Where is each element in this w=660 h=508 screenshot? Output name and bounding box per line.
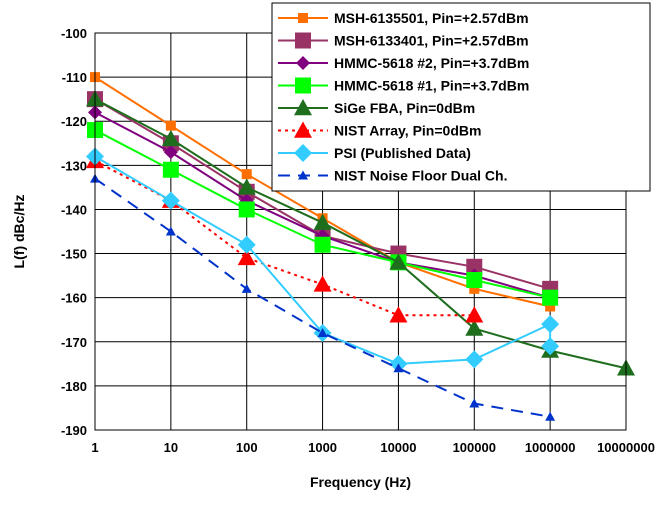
legend-label: PSI (Published Data) bbox=[334, 145, 471, 161]
data-point bbox=[237, 235, 256, 254]
legend-swatch-marker bbox=[298, 13, 308, 23]
data-point bbox=[317, 327, 328, 337]
data-point bbox=[541, 315, 560, 334]
y-tick-label: -120 bbox=[61, 114, 87, 129]
x-tick-label: 10000 bbox=[380, 440, 416, 455]
data-point bbox=[393, 363, 404, 373]
legend-label: NIST Array, Pin=0dBm bbox=[334, 123, 481, 139]
x-tick-label: 10000000 bbox=[597, 440, 655, 455]
data-point bbox=[469, 283, 480, 294]
data-point bbox=[162, 161, 179, 178]
y-tick-label: -180 bbox=[61, 379, 87, 394]
data-point bbox=[241, 169, 252, 180]
data-point bbox=[465, 350, 484, 369]
legend-swatch-marker bbox=[295, 77, 311, 94]
y-tick-label: -140 bbox=[61, 202, 87, 217]
x-tick-label: 1 bbox=[91, 440, 98, 455]
legend-entry: HMMC-5618 #1, Pin=+3.7dBm bbox=[278, 77, 529, 94]
data-point bbox=[545, 301, 556, 312]
legend-label: NIST Noise Floor Dual Ch. bbox=[334, 168, 507, 184]
x-axis-label: Frequency (Hz) bbox=[310, 474, 411, 490]
y-tick-label: -170 bbox=[61, 335, 87, 350]
series-line bbox=[94, 155, 552, 365]
legend-label: MSH-6135501, Pin=+2.57dBm bbox=[334, 10, 529, 26]
y-axis-label: L(f) dBc/Hz bbox=[11, 195, 27, 269]
y-tick-label: -190 bbox=[61, 423, 87, 438]
data-point bbox=[469, 398, 480, 408]
legend-entry: MSH-6135501, Pin=+2.57dBm bbox=[278, 10, 529, 26]
x-tick-label: 10 bbox=[164, 440, 178, 455]
data-point bbox=[389, 306, 408, 323]
data-point bbox=[163, 145, 178, 160]
data-point bbox=[545, 411, 556, 421]
data-point bbox=[314, 236, 331, 253]
legend-entry: NIST Array, Pin=0dBm bbox=[278, 121, 481, 139]
x-tick-label: 100 bbox=[236, 440, 258, 455]
series-group bbox=[86, 72, 635, 421]
x-tick-label: 1000 bbox=[308, 440, 337, 455]
x-tick-label: 1000000 bbox=[525, 440, 576, 455]
legend-swatch-marker bbox=[294, 144, 312, 162]
data-point bbox=[465, 306, 484, 323]
y-tick-label: -100 bbox=[61, 26, 87, 41]
legend-entry: MSH-6133401, Pin=+2.57dBm bbox=[278, 32, 529, 49]
data-point bbox=[165, 120, 176, 131]
series-8 bbox=[90, 173, 556, 421]
legend-label: MSH-6133401, Pin=+2.57dBm bbox=[334, 33, 529, 49]
y-tick-label: -160 bbox=[61, 291, 87, 306]
axes: -100 -110 -120 -130 -140 -150 -160 -170 -180 -190… bbox=[61, 26, 655, 455]
data-point bbox=[241, 283, 252, 293]
legend-entry: HMMC-5618 #2, Pin=+3.7dBm bbox=[278, 55, 529, 71]
data-point bbox=[161, 129, 180, 147]
data-point bbox=[165, 226, 176, 236]
legend-label: HMMC-5618 #2, Pin=+3.7dBm bbox=[334, 55, 529, 71]
data-point bbox=[542, 289, 559, 306]
legend-swatch-marker bbox=[298, 170, 308, 180]
legend-box bbox=[271, 2, 651, 192]
legend-swatch-marker bbox=[296, 56, 310, 70]
x-tick-label: 100000 bbox=[453, 440, 496, 455]
data-point bbox=[466, 258, 483, 275]
y-tick-label: -150 bbox=[61, 247, 87, 262]
series-line bbox=[94, 98, 627, 370]
legend-label: SiGe FBA, Pin=0dBm bbox=[334, 100, 475, 116]
legend-swatch-marker bbox=[295, 32, 311, 49]
legend-entry: PSI (Published Data) bbox=[278, 144, 471, 162]
data-point bbox=[313, 213, 332, 230]
legend-entry: NIST Noise Floor Dual Ch. bbox=[278, 168, 507, 184]
data-point bbox=[238, 201, 255, 218]
data-point bbox=[313, 275, 332, 292]
legend-swatch-marker bbox=[294, 121, 312, 138]
data-point bbox=[389, 253, 408, 270]
legend-swatch-marker bbox=[294, 99, 312, 116]
legend-entry: SiGe FBA, Pin=0dBm bbox=[278, 99, 475, 116]
data-point bbox=[465, 319, 484, 336]
y-tick-label: -130 bbox=[61, 158, 87, 173]
legend: MSH-6135501, Pin=+2.57dBm MSH-6133401, Pi… bbox=[271, 2, 651, 192]
data-point bbox=[237, 178, 256, 195]
y-tick-label: -110 bbox=[62, 70, 87, 85]
legend-label: HMMC-5618 #1, Pin=+3.7dBm bbox=[334, 78, 529, 94]
data-point bbox=[237, 248, 256, 266]
data-point bbox=[541, 337, 560, 356]
data-point bbox=[466, 272, 483, 289]
series-7 bbox=[86, 147, 560, 373]
data-point bbox=[161, 191, 180, 210]
